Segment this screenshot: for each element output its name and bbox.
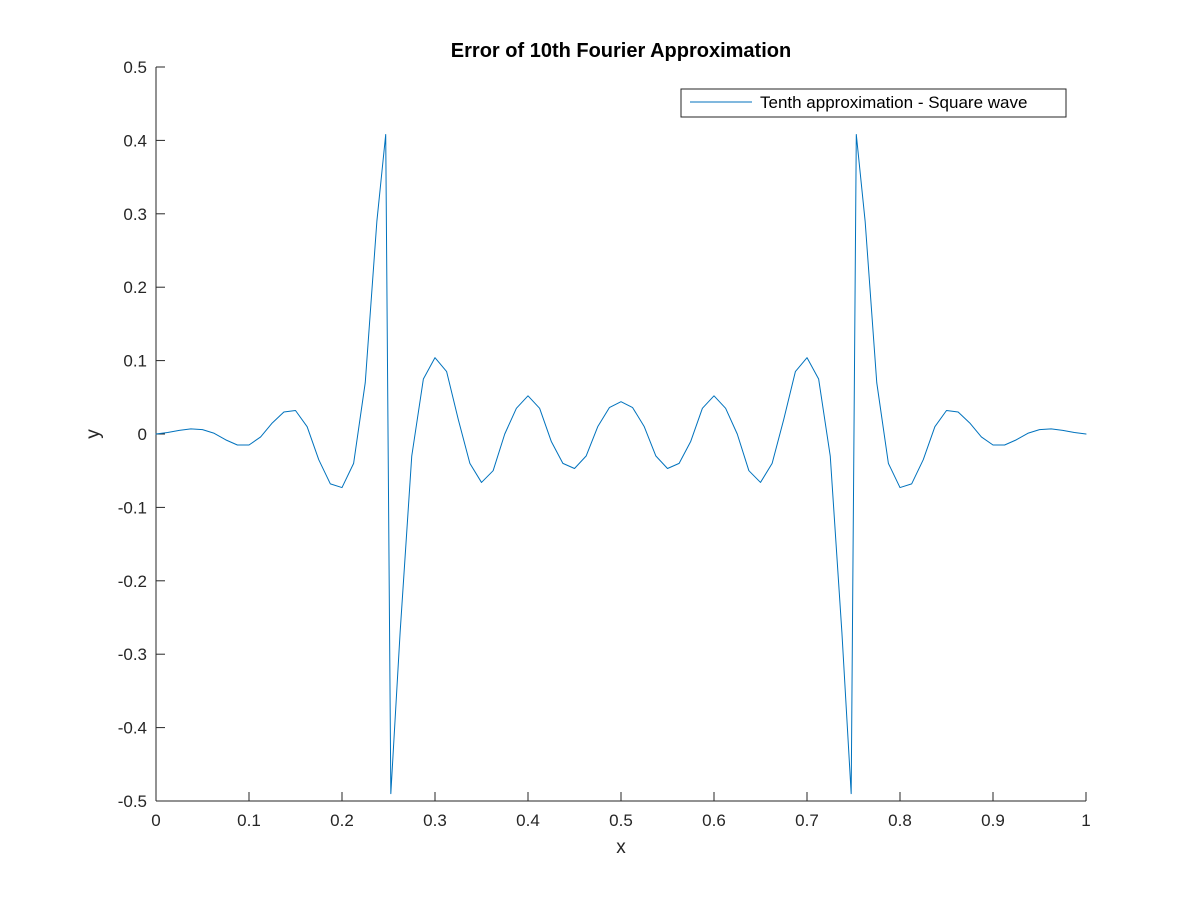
legend-series-label: Tenth approximation - Square wave bbox=[760, 93, 1027, 112]
x-tick-label: 0.7 bbox=[795, 811, 819, 830]
y-tick-label: 0 bbox=[138, 425, 147, 444]
y-tick-label: -0.3 bbox=[118, 645, 147, 664]
series-line bbox=[155, 134, 1087, 795]
x-tick-label: 0.5 bbox=[609, 811, 633, 830]
y-tick-label: 0.2 bbox=[123, 278, 147, 297]
y-tick-label: -0.2 bbox=[118, 572, 147, 591]
chart-title: Error of 10th Fourier Approximation bbox=[451, 40, 791, 62]
series-layer bbox=[155, 134, 1087, 795]
y-tick-label: 0.1 bbox=[123, 352, 147, 371]
y-tick-label: -0.4 bbox=[118, 719, 147, 738]
x-tick-label: 0.2 bbox=[330, 811, 354, 830]
x-axis-title: x bbox=[616, 837, 626, 858]
y-ticks: -0.5 -0.4 -0.3 -0.2 -0.1 0 0.1 0.2 0.3 0.4 0.5 bbox=[118, 58, 165, 811]
x-tick-label: 0.9 bbox=[981, 811, 1005, 830]
y-tick-label: 0.4 bbox=[123, 131, 147, 150]
x-tick-label: 0.8 bbox=[888, 811, 912, 830]
y-tick-label: 0.5 bbox=[123, 58, 147, 77]
x-tick-label: 0 bbox=[151, 811, 160, 830]
y-tick-label: -0.5 bbox=[118, 792, 147, 811]
x-tick-label: 0.3 bbox=[423, 811, 447, 830]
y-tick-label: 0.3 bbox=[123, 205, 147, 224]
y-axis-title: y bbox=[83, 429, 104, 439]
x-tick-label: 0.1 bbox=[237, 811, 261, 830]
legend[interactable]: Tenth approximation - Square wave bbox=[680, 88, 1067, 118]
x-tick-label: 0.6 bbox=[702, 811, 726, 830]
plot-area: 0 0.1 0.2 0.3 0.4 0.5 0.6 0.7 0.8 0.9 1 -0.5-0.4-0… bbox=[118, 58, 1091, 830]
y-tick-label: -0.1 bbox=[118, 498, 147, 517]
legend-box bbox=[680, 88, 1067, 118]
x-tick-label: 1 bbox=[1081, 811, 1090, 830]
x-ticks: 0 0.1 0.2 0.3 0.4 0.5 0.6 0.7 0.8 0.9 1 bbox=[151, 792, 1091, 830]
x-tick-label: 0.4 bbox=[516, 811, 540, 830]
